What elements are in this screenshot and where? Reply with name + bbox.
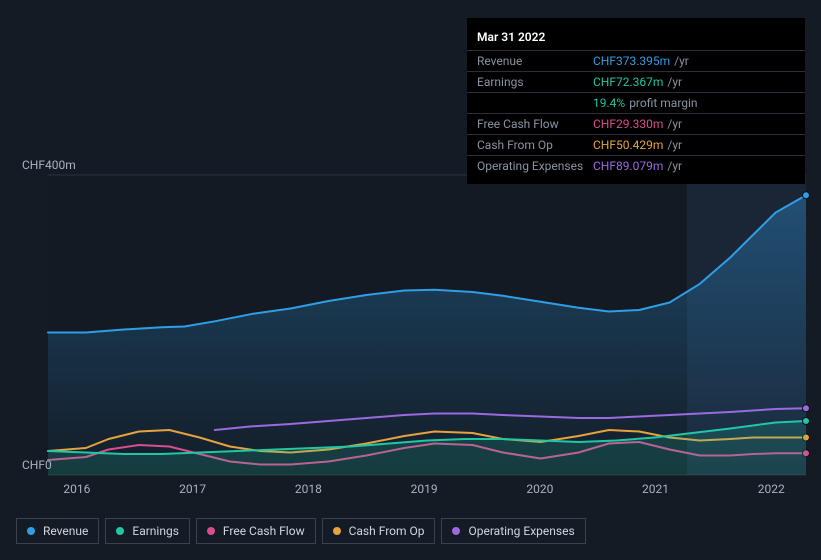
tooltip-row-value: CHF72.367m <box>593 75 663 89</box>
tooltip-row: Operating ExpensesCHF89.079m/yr <box>467 155 805 176</box>
y-axis-max-label: CHF400m <box>22 158 76 172</box>
tooltip-date: Mar 31 2022 <box>467 26 805 50</box>
x-tick-label: 2017 <box>179 482 206 496</box>
tooltip-row-label: Operating Expenses <box>477 158 593 174</box>
x-tick-label: 2016 <box>63 482 90 496</box>
tooltip-row-value: CHF29.330m <box>593 117 663 131</box>
tooltip-row-suffix: profit margin <box>629 96 697 110</box>
legend-dot-icon <box>333 527 341 535</box>
tooltip-row-suffix: /yr <box>667 159 682 173</box>
series-end-marker <box>803 192 810 199</box>
tooltip-row: Cash From OpCHF50.429m/yr <box>467 134 805 155</box>
legend-item-label: Earnings <box>132 524 179 538</box>
y-axis-min-label: CHF0 <box>22 458 52 472</box>
tooltip-row-suffix: /yr <box>667 117 682 131</box>
tooltip-row-suffix: /yr <box>674 54 689 68</box>
legend-item-earnings[interactable]: Earnings <box>105 518 190 544</box>
tooltip-row-suffix: /yr <box>667 75 682 89</box>
tooltip-row-value: CHF89.079m <box>593 159 663 173</box>
x-axis-ticks: 2016 2017 2018 2019 2020 2021 2022 <box>48 482 806 498</box>
legend-item-label: Free Cash Flow <box>223 524 305 538</box>
series-end-marker <box>803 405 810 412</box>
legend-dot-icon <box>27 527 35 535</box>
hover-tooltip: Mar 31 2022 RevenueCHF373.395m/yrEarning… <box>467 18 805 184</box>
legend-dot-icon <box>207 527 215 535</box>
legend-item-operating-expenses[interactable]: Operating Expenses <box>441 518 585 544</box>
tooltip-row: Free Cash FlowCHF29.330m/yr <box>467 113 805 134</box>
tooltip-row: 19.4% profit margin <box>467 92 805 113</box>
legend-item-cash-from-op[interactable]: Cash From Op <box>322 518 436 544</box>
legend-item-label: Operating Expenses <box>468 524 574 538</box>
x-tick-label: 2021 <box>642 482 669 496</box>
legend-dot-icon <box>116 527 124 535</box>
tooltip-row: EarningsCHF72.367m/yr <box>467 71 805 92</box>
legend-item-label: Cash From Op <box>349 524 425 538</box>
tooltip-row-label: Cash From Op <box>477 137 593 153</box>
legend-item-free-cash-flow[interactable]: Free Cash Flow <box>196 518 316 544</box>
x-tick-label: 2020 <box>526 482 553 496</box>
tooltip-row-label: Earnings <box>477 74 593 90</box>
legend-dot-icon <box>452 527 460 535</box>
tooltip-row-suffix: /yr <box>667 138 682 152</box>
x-tick-label: 2019 <box>411 482 438 496</box>
tooltip-row-value: 19.4% <box>593 96 625 110</box>
series-end-marker <box>803 418 810 425</box>
tooltip-row-label: Free Cash Flow <box>477 116 593 132</box>
tooltip-row-value: CHF50.429m <box>593 138 663 152</box>
tooltip-row: RevenueCHF373.395m/yr <box>467 50 805 71</box>
x-tick-label: 2018 <box>295 482 322 496</box>
tooltip-row-value: CHF373.395m <box>593 54 670 68</box>
legend-item-revenue[interactable]: Revenue <box>16 518 99 544</box>
x-tick-label: 2022 <box>758 482 785 496</box>
chart-legend: Revenue Earnings Free Cash Flow Cash From O… <box>16 518 586 544</box>
tooltip-row-label <box>477 95 593 111</box>
legend-item-label: Revenue <box>43 524 88 538</box>
tooltip-row-label: Revenue <box>477 53 593 69</box>
